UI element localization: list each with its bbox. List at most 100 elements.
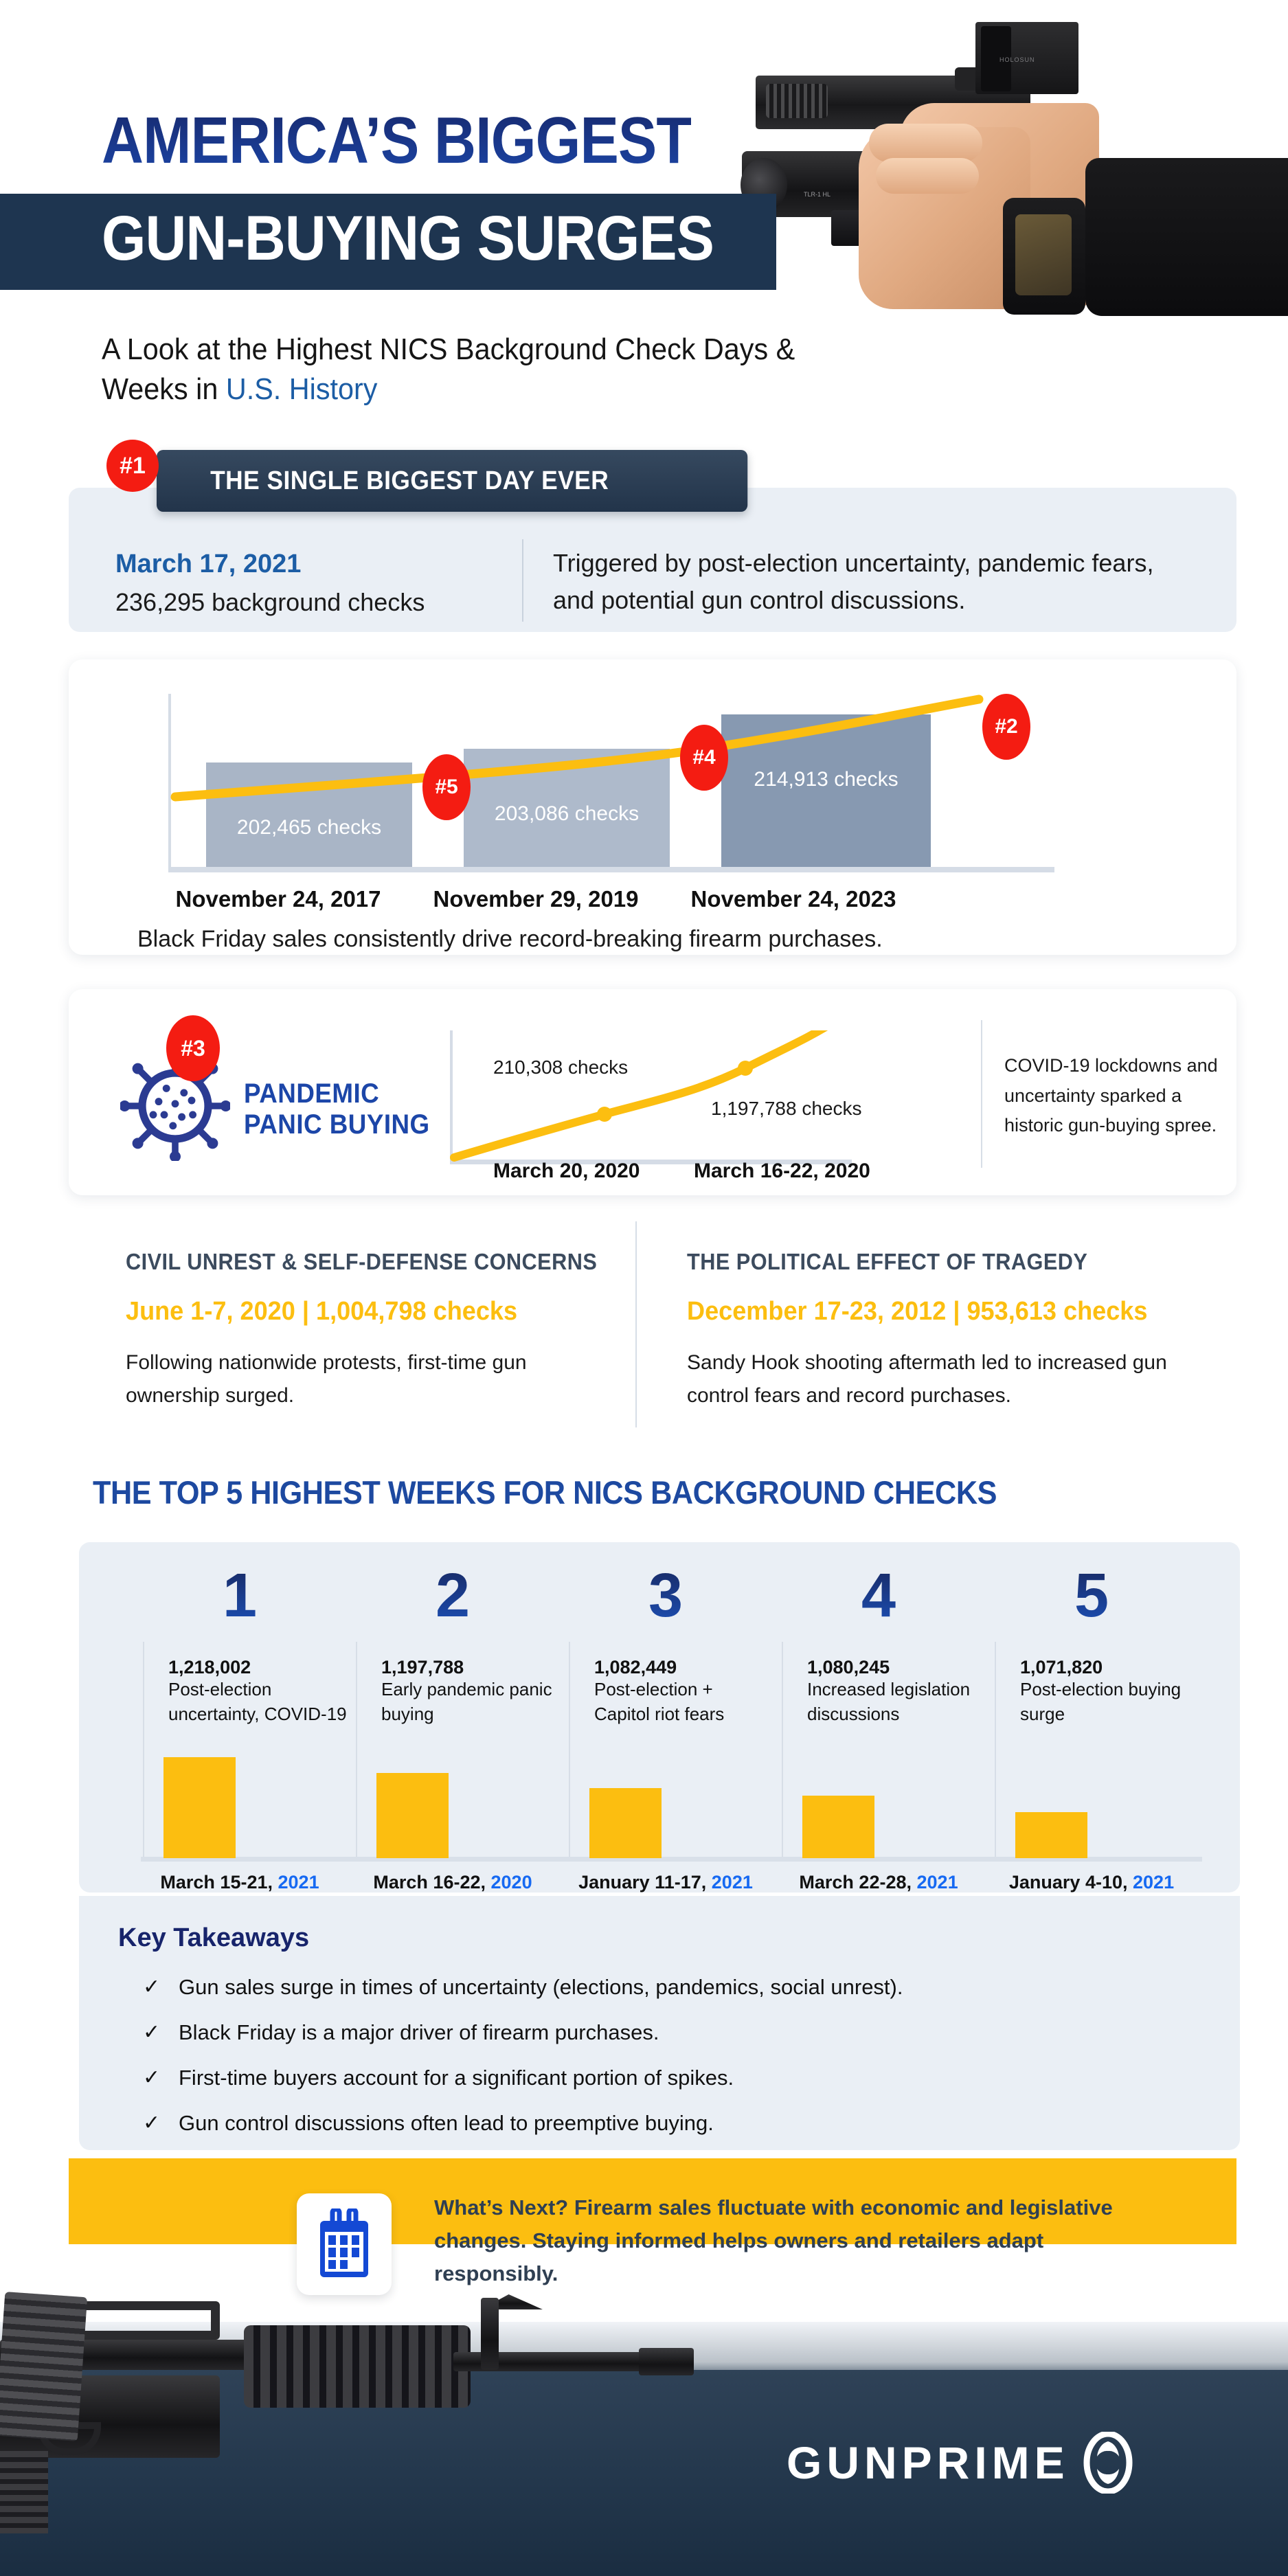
black-friday-trend-line — [170, 694, 984, 802]
top5-barwrap-3 — [550, 1755, 782, 1858]
key-takeaways-title: Key Takeaways — [118, 1923, 310, 1952]
top5-date-5: January 4-10, 2021 — [975, 1872, 1208, 1893]
pandemic-divider — [981, 1020, 982, 1168]
pandemic-y-axis — [450, 1030, 453, 1164]
key-takeaway-text: Gun sales surge in times of uncertainty … — [179, 1975, 903, 1999]
finger-lower — [876, 158, 979, 194]
top5-separator-3 — [569, 1642, 570, 1858]
key-takeaway-text: Black Friday is a major driver of firear… — [179, 2020, 659, 2044]
rank-badge-4: #4 — [680, 725, 728, 791]
top5-barwrap-1 — [124, 1755, 356, 1858]
top5-barwrap-2 — [337, 1755, 569, 1858]
top5-date-5-year: 2021 — [1133, 1872, 1175, 1893]
subtitle-text: A Look at the Highest NICS Background Ch… — [102, 332, 795, 407]
top5-separator-1 — [143, 1642, 144, 1858]
biggest-day-divider — [522, 539, 523, 622]
top5-bar-5 — [1015, 1812, 1087, 1858]
chart-x-axis — [168, 867, 1054, 872]
top5-date-3-month: January 11-17, — [578, 1872, 707, 1893]
check-icon: ✓ — [143, 2021, 161, 2044]
top5-date-4-year: 2021 — [916, 1872, 958, 1893]
hero-pistol-photo: HOLOSUN TLR-1 HL — [728, 14, 1288, 316]
black-friday-note: Black Friday sales consistently drive re… — [137, 926, 883, 952]
top5-value-1: 1,218,002 — [168, 1657, 251, 1677]
key-takeaway-text: First-time buyers account for a signific… — [179, 2066, 734, 2090]
calendar-icon — [320, 2208, 368, 2277]
top5-date-1: March 15-21, 2021 — [124, 1872, 356, 1893]
top5-rank-2: 2 — [337, 1565, 569, 1627]
key-takeaway-text: Gun control discussions often lead to pr… — [179, 2111, 714, 2135]
rifle-handguard — [244, 2325, 471, 2408]
top5-separator-4 — [782, 1642, 783, 1858]
check-icon: ✓ — [143, 2066, 161, 2089]
top5-bar-4 — [802, 1796, 874, 1858]
rifle-front-sight-base — [481, 2298, 499, 2370]
top5-date-4: March 22-28, 2021 — [762, 1872, 995, 1893]
finger-upper — [869, 124, 982, 162]
pandemic-value-2: 1,197,788 checks — [711, 1098, 862, 1119]
bar-2017-value: 202,465 checks — [236, 816, 382, 839]
top5-desc-5: Post-election buying surge — [1020, 1679, 1182, 1724]
top5-date-2-year: 2020 — [490, 1872, 532, 1893]
page-subtitle: A Look at the Highest NICS Background Ch… — [102, 330, 812, 409]
weapon-light-label: TLR-1 HL — [804, 191, 831, 198]
top5-desc-4: Increased legislation discussions — [807, 1679, 971, 1724]
black-friday-chart: 202,465 checks 203,086 checks 214,913 ch… — [168, 694, 1054, 872]
pandemic-value-1: 210,308 checks — [493, 1057, 629, 1078]
top5-rank-4: 4 — [762, 1565, 995, 1627]
rank-badge-2: #2 — [982, 694, 1030, 760]
top5-value-5: 1,071,820 — [1020, 1657, 1103, 1677]
pandemic-xlabel-2: March 16-22, 2020 — [694, 1160, 870, 1182]
page-title-line1: AMERICA’S BIGGEST — [102, 104, 692, 177]
page-title-line2: GUN-BUYING SURGES — [102, 203, 714, 273]
wristwatch-face — [1015, 214, 1072, 295]
top5-value-4: 1,080,245 — [807, 1657, 890, 1677]
subtitle-link[interactable]: U.S. History — [225, 372, 378, 407]
pandemic-description: COVID-19 lockdowns and uncertainty spark… — [1004, 1055, 1218, 1136]
biggest-day-checks: 236,295 background checks — [115, 588, 425, 616]
top5-date-1-month: March 15-21, — [160, 1872, 273, 1893]
cta-icon-box — [297, 2193, 392, 2295]
top5-bar-3 — [589, 1788, 662, 1858]
pandemic-xlabel-1: March 20, 2020 — [493, 1160, 640, 1182]
civil-unrest-stat: June 1-7, 2020 | 1,004,798 checks — [126, 1297, 518, 1326]
pandemic-label-line2: PANIC BUYING — [244, 1109, 430, 1140]
top5-rank-5: 5 — [975, 1565, 1208, 1627]
top5-rank-1: 1 — [124, 1565, 356, 1627]
top5-separator-2 — [356, 1642, 357, 1858]
rifle-stock — [0, 2451, 48, 2533]
key-takeaways-panel — [79, 1896, 1240, 2150]
top5-date-2: March 16-22, 2020 — [337, 1872, 569, 1893]
top5-section-title: THE TOP 5 HIGHEST WEEKS FOR NICS BACKGRO… — [93, 1474, 997, 1511]
political-effect-body: Sandy Hook shooting aftermath led to inc… — [687, 1351, 1167, 1407]
check-icon: ✓ — [143, 2112, 161, 2134]
top5-value-2: 1,197,788 — [381, 1657, 464, 1677]
top5-desc-3: Post-election + Capitol riot fears — [594, 1679, 725, 1724]
top5-separator-5 — [995, 1642, 996, 1858]
pandemic-label: PANDEMIC PANIC BUYING — [244, 1078, 430, 1140]
top5-date-2-month: March 16-22, — [373, 1872, 486, 1893]
top5-value-3: 1,082,449 — [594, 1657, 677, 1677]
rank-badge-3: #3 — [166, 1015, 220, 1081]
check-icon: ✓ — [143, 1976, 161, 1998]
civil-unrest-body: Following nationwide protests, first-tim… — [126, 1351, 527, 1407]
brand-name: GUNPRIME — [787, 2437, 1070, 2488]
bf-xlabel-2017: November 24, 2017 — [175, 886, 381, 912]
two-column-divider — [635, 1221, 637, 1427]
cta-text: What’s Next? Firearm sales fluctuate wit… — [434, 2195, 1113, 2286]
bf-xlabel-2019: November 29, 2019 — [433, 886, 639, 912]
top5-date-3: January 11-17, 2021 — [550, 1872, 782, 1893]
biggest-day-date: March 17, 2021 — [115, 550, 302, 578]
crosshair-oval-icon — [1083, 2432, 1133, 2494]
top5-date-3-year: 2021 — [711, 1872, 753, 1893]
bar-2023-value: 214,913 checks — [754, 768, 899, 791]
civil-unrest-heading: CIVIL UNREST & SELF-DEFENSE CONCERNS — [126, 1249, 598, 1274]
footer-rifle-image — [0, 2292, 694, 2533]
top5-barwrap-4 — [762, 1755, 995, 1858]
top5-barwrap-5 — [975, 1755, 1208, 1858]
brand-logo[interactable]: GUNPRIME — [787, 2432, 1133, 2494]
rifle-muzzle — [639, 2348, 694, 2375]
biggest-day-card — [69, 488, 1236, 632]
cta-banner — [69, 2158, 1236, 2244]
page-header: HOLOSUN TLR-1 HL AMERICA’S BIGGEST GUN-B… — [0, 0, 1288, 323]
